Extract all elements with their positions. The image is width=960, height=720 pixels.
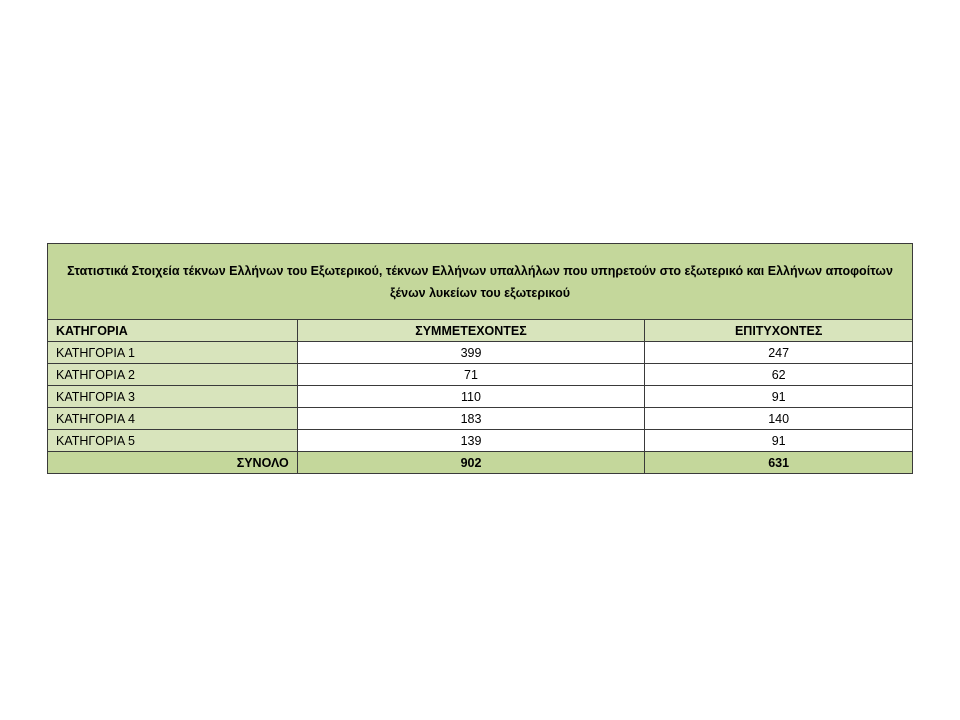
- total-successful: 631: [644, 451, 913, 474]
- category-cell: ΚΑΤΗΓΟΡΙΑ 1: [47, 341, 298, 364]
- header-category: ΚΑΤΗΓΟΡΙΑ: [47, 319, 298, 342]
- participants-cell: 399: [296, 341, 646, 364]
- participants-cell: 139: [296, 429, 646, 452]
- category-cell: ΚΑΤΗΓΟΡΙΑ 3: [47, 385, 298, 408]
- header-row: ΚΑΤΗΓΟΡΙΑ ΣΥΜΜΕΤΕΧΟΝΤΕΣ ΕΠΙΤΥΧΟΝΤΕΣ: [47, 319, 913, 342]
- total-label: ΣΥΝΟΛΟ: [47, 451, 298, 474]
- table-row: ΚΑΤΗΓΟΡΙΑ 5 139 91: [47, 429, 913, 452]
- successful-cell: 247: [644, 341, 913, 364]
- successful-cell: 91: [644, 385, 913, 408]
- successful-cell: 91: [644, 429, 913, 452]
- total-participants: 902: [296, 451, 646, 474]
- table-row: ΚΑΤΗΓΟΡΙΑ 4 183 140: [47, 407, 913, 430]
- table-row: ΚΑΤΗΓΟΡΙΑ 2 71 62: [47, 363, 913, 386]
- title-row: Στατιστικά Στοιχεία τέκνων Ελλήνων του Ε…: [47, 243, 913, 320]
- table-title: Στατιστικά Στοιχεία τέκνων Ελλήνων του Ε…: [47, 243, 913, 320]
- successful-cell: 62: [644, 363, 913, 386]
- table-row: ΚΑΤΗΓΟΡΙΑ 1 399 247: [47, 341, 913, 364]
- category-cell: ΚΑΤΗΓΟΡΙΑ 4: [47, 407, 298, 430]
- statistics-table: Στατιστικά Στοιχεία τέκνων Ελλήνων του Ε…: [47, 243, 913, 474]
- header-participants: ΣΥΜΜΕΤΕΧΟΝΤΕΣ: [296, 319, 646, 342]
- category-cell: ΚΑΤΗΓΟΡΙΑ 5: [47, 429, 298, 452]
- successful-cell: 140: [644, 407, 913, 430]
- participants-cell: 183: [296, 407, 646, 430]
- category-cell: ΚΑΤΗΓΟΡΙΑ 2: [47, 363, 298, 386]
- header-successful: ΕΠΙΤΥΧΟΝΤΕΣ: [644, 319, 913, 342]
- participants-cell: 71: [296, 363, 646, 386]
- total-row: ΣΥΝΟΛΟ 902 631: [47, 451, 913, 474]
- participants-cell: 110: [296, 385, 646, 408]
- table-row: ΚΑΤΗΓΟΡΙΑ 3 110 91: [47, 385, 913, 408]
